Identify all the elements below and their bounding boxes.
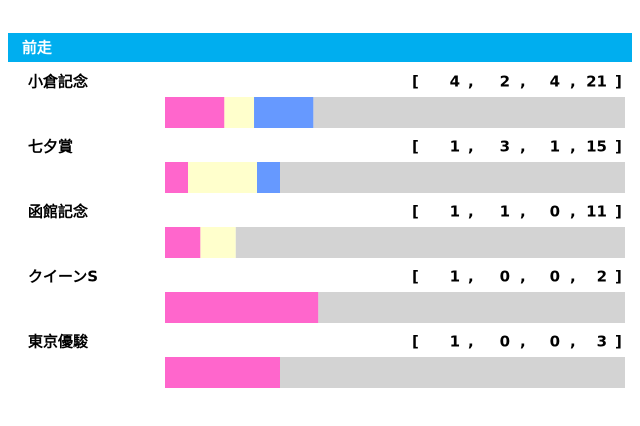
bar-segment [280, 162, 625, 193]
separator: , [468, 73, 474, 91]
value-label: 1 [450, 203, 460, 221]
bar-segment [235, 227, 625, 258]
value-label: 15 [586, 138, 607, 156]
separator: , [520, 138, 526, 156]
separator: , [570, 138, 576, 156]
bar-segment [224, 97, 255, 128]
header-bar [8, 33, 632, 62]
bracket: [ [412, 333, 419, 351]
separator: , [468, 138, 474, 156]
separator: , [570, 73, 576, 91]
bar-segment [165, 227, 201, 258]
bar-segment [257, 162, 280, 193]
bracket: [ [412, 203, 419, 221]
value-label: 2 [597, 268, 607, 286]
value-label: 1 [450, 268, 460, 286]
value-label: 0 [500, 333, 510, 351]
separator: , [520, 73, 526, 91]
value-label: 1 [550, 138, 560, 156]
row-label: 小倉記念 [28, 73, 88, 91]
bracket: ] [615, 138, 622, 156]
separator: , [570, 333, 576, 351]
bar-segment [165, 292, 319, 323]
separator: , [520, 268, 526, 286]
value-label: 0 [550, 203, 560, 221]
value-label: 1 [450, 333, 460, 351]
bar-segment [188, 162, 257, 193]
row-label: 東京優駿 [28, 333, 89, 351]
value-label: 1 [500, 203, 510, 221]
separator: , [520, 203, 526, 221]
bar-segment [313, 97, 625, 128]
bar-segment [200, 227, 236, 258]
bracket: [ [412, 268, 419, 286]
value-label: 0 [550, 268, 560, 286]
bracket: [ [412, 138, 419, 156]
bar-segment [165, 97, 225, 128]
value-label: 0 [550, 333, 560, 351]
bar-segment [318, 292, 625, 323]
value-label: 4 [550, 73, 560, 91]
value-label: 0 [500, 268, 510, 286]
separator: , [570, 203, 576, 221]
separator: , [468, 268, 474, 286]
bar-segment [254, 97, 314, 128]
bracket: [ [412, 73, 419, 91]
bracket: ] [615, 268, 622, 286]
bar-segment [165, 357, 280, 388]
value-label: 11 [586, 203, 607, 221]
chart-title: 前走 [22, 39, 52, 57]
row-label: クイーンS [28, 268, 98, 286]
value-label: 3 [500, 138, 510, 156]
row-label: 函館記念 [28, 203, 88, 221]
value-label: 4 [450, 73, 460, 91]
value-label: 3 [597, 333, 607, 351]
value-label: 21 [586, 73, 607, 91]
bracket: ] [615, 73, 622, 91]
bar-segment [165, 162, 188, 193]
separator: , [468, 203, 474, 221]
bracket: ] [615, 203, 622, 221]
value-label: 2 [500, 73, 510, 91]
row-label: 七夕賞 [28, 138, 73, 156]
separator: , [468, 333, 474, 351]
separator: , [570, 268, 576, 286]
value-label: 1 [450, 138, 460, 156]
separator: , [520, 333, 526, 351]
bracket: ] [615, 333, 622, 351]
bar-segment [280, 357, 625, 388]
